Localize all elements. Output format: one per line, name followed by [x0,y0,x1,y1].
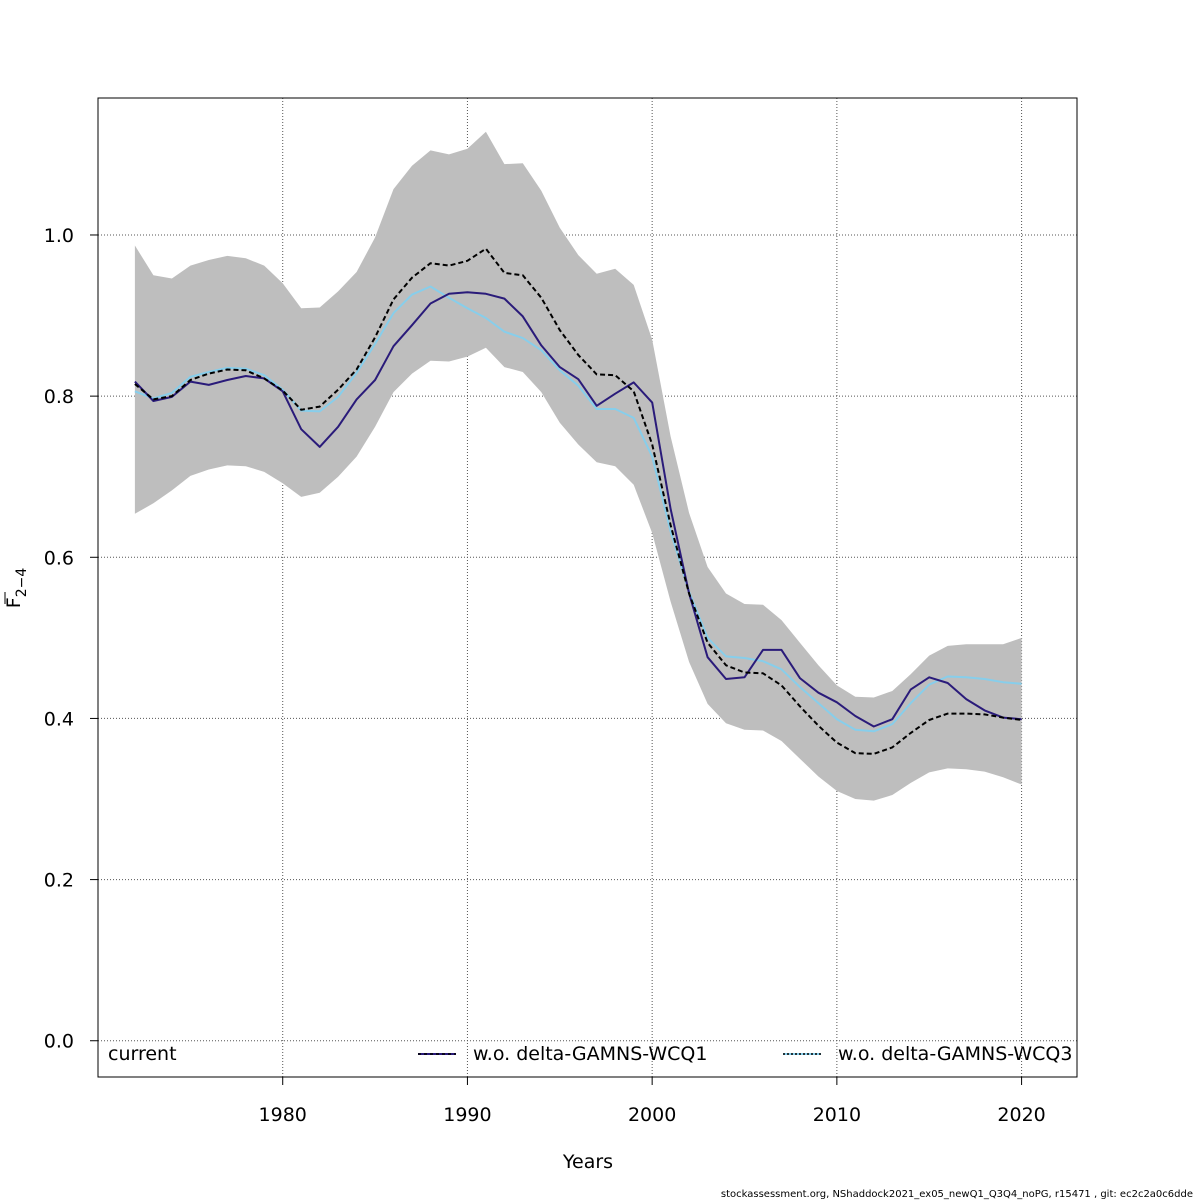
x-axis: 1980 1990 2000 2010 2020 [259,1077,1046,1126]
y-axis: 0.0 0.2 0.4 0.6 0.8 1.0 [44,225,98,1053]
plot-frame [97,97,1078,1078]
grid-lines [98,98,1077,1077]
x-tick-label: 2020 [997,1104,1045,1126]
y-tick-label: 0.0 [44,1031,74,1053]
x-tick-label: 2000 [628,1104,676,1126]
y-axis-title: F2−4 [3,568,30,609]
y-tick-label: 0.6 [44,547,74,569]
footer-text: stockassessment.org, NShaddock2021_ex05_… [721,1189,1193,1200]
x-tick-label: 1990 [443,1104,491,1126]
legend-label-wcq3: w.o. delta-GAMNS-WCQ3 [838,1043,1072,1065]
x-axis-title: Years [562,1151,613,1173]
y-axis-title-main: F [3,597,25,608]
series-line-1 [134,291,1022,728]
x-tick-label: 2010 [813,1104,861,1126]
x-tick-label: 1980 [259,1104,307,1126]
y-tick-label: 0.4 [44,708,74,730]
series-line-2 [134,285,1022,733]
svg-text:F2−4: F2−4 [3,568,30,609]
series-layer [134,247,1022,755]
legend: current w.o. delta-GAMNS-WCQ1 w.o. delta-G… [108,1043,1072,1065]
confidence-band-layer [134,131,1022,801]
y-axis-title-subscript: 2−4 [14,568,30,598]
y-tick-label: 0.8 [44,386,74,408]
y-tick-label: 0.2 [44,870,74,892]
confidence-band [134,131,1022,801]
legend-label-wcq1: w.o. delta-GAMNS-WCQ1 [473,1043,707,1065]
legend-label-current: current [108,1043,177,1065]
series-line-0 [134,247,1022,755]
y-tick-label: 1.0 [44,225,74,247]
